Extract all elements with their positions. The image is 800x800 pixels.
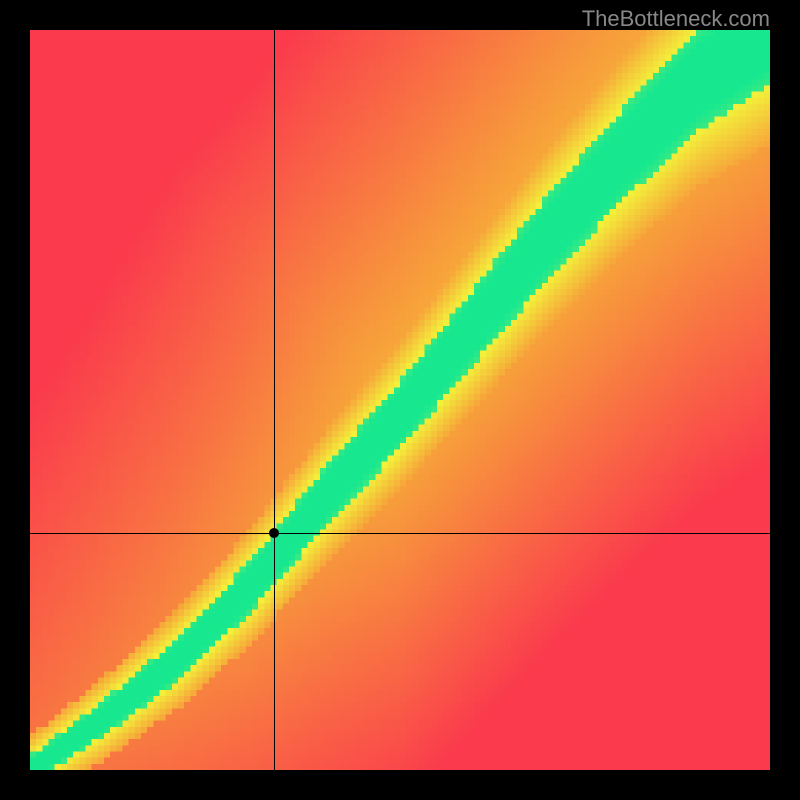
crosshair-vertical	[274, 30, 275, 770]
data-point-marker	[269, 528, 279, 538]
heatmap-plot	[30, 30, 770, 770]
watermark-text: TheBottleneck.com	[582, 6, 770, 32]
crosshair-horizontal	[30, 533, 770, 534]
heatmap-canvas	[30, 30, 770, 770]
